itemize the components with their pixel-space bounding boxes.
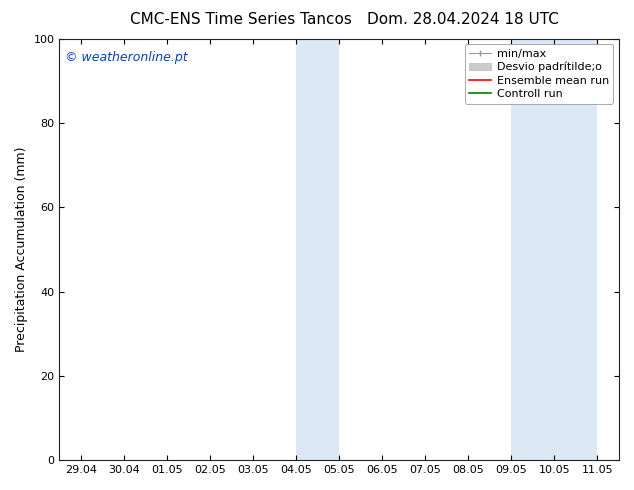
Bar: [512, 39, 554, 460]
Text: CMC-ENS Time Series Tancos: CMC-ENS Time Series Tancos: [130, 12, 352, 27]
Bar: [554, 39, 597, 460]
Legend: min/max, Desvio padrítilde;o, Ensemble mean run, Controll run: min/max, Desvio padrítilde;o, Ensemble m…: [465, 44, 614, 103]
Text: Dom. 28.04.2024 18 UTC: Dom. 28.04.2024 18 UTC: [367, 12, 559, 27]
Y-axis label: Precipitation Accumulation (mm): Precipitation Accumulation (mm): [15, 147, 28, 352]
Text: © weatheronline.pt: © weatheronline.pt: [65, 51, 188, 64]
Bar: [296, 39, 339, 460]
